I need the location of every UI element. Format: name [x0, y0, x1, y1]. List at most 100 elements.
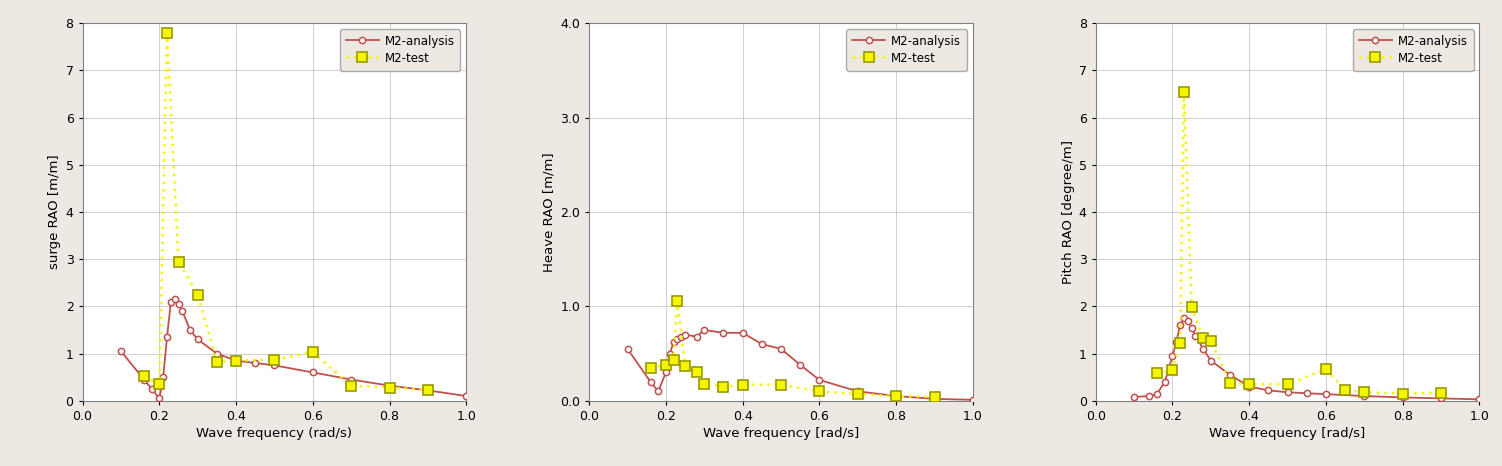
M2-test [419, 387, 437, 393]
M2-analysis [688, 334, 706, 339]
M2-test [1394, 391, 1412, 397]
M2-test [189, 292, 207, 297]
M2-analysis [1194, 346, 1212, 352]
M2-test [1164, 367, 1182, 373]
M2-test [150, 382, 168, 387]
M2-analysis [1175, 315, 1193, 321]
M2-analysis [656, 370, 674, 375]
M2-test [266, 357, 284, 363]
M2-analysis [303, 370, 321, 375]
M2-analysis [1278, 390, 1296, 395]
M2-test [303, 350, 321, 355]
M2-analysis [1355, 393, 1373, 399]
M2-test [1148, 370, 1166, 376]
M2-analysis [266, 363, 284, 368]
M2-analysis [1179, 318, 1197, 323]
X-axis label: Wave frequency (rad/s): Wave frequency (rad/s) [197, 427, 353, 440]
M2-test [925, 394, 943, 400]
M2-test [772, 382, 790, 388]
M2-analysis [143, 386, 161, 392]
Y-axis label: Pitch RAO [degree/m]: Pitch RAO [degree/m] [1062, 140, 1074, 284]
Y-axis label: surge RAO [m/m]: surge RAO [m/m] [48, 155, 62, 269]
M2-analysis [1259, 388, 1277, 393]
M2-analysis [380, 383, 398, 389]
M2-test [1172, 340, 1190, 346]
M2-analysis [715, 330, 733, 336]
M2-analysis [673, 334, 691, 339]
M2-analysis [1221, 372, 1239, 377]
X-axis label: Wave frequency [rad/s]: Wave frequency [rad/s] [703, 427, 859, 440]
M2-analysis [661, 351, 679, 356]
M2-analysis [1155, 379, 1173, 385]
M2-analysis [753, 341, 771, 347]
M2-test [688, 370, 706, 375]
M2-analysis [1241, 384, 1259, 390]
M2-analysis [113, 349, 131, 354]
Legend: M2-analysis, M2-test: M2-analysis, M2-test [846, 29, 967, 70]
M2-analysis [162, 299, 180, 304]
M2-analysis [1125, 394, 1143, 400]
M2-analysis [1167, 339, 1185, 344]
M2-analysis [207, 351, 225, 356]
M2-test [1182, 305, 1200, 310]
Legend: M2-analysis, M2-test: M2-analysis, M2-test [1353, 29, 1473, 70]
M2-analysis [772, 346, 790, 352]
M2-test [135, 373, 153, 379]
M2-test [170, 259, 188, 264]
M2-test [888, 393, 906, 399]
M2-test [656, 362, 674, 368]
M2-analysis [811, 377, 829, 383]
M2-test [715, 384, 733, 390]
M2-test [158, 30, 176, 35]
M2-test [849, 391, 867, 397]
M2-test [664, 357, 682, 363]
M2-test [380, 385, 398, 391]
M2-analysis [1470, 397, 1488, 402]
M2-test [1355, 390, 1373, 395]
M2-test [668, 298, 686, 303]
M2-test [1241, 382, 1259, 387]
Y-axis label: Heave RAO [m/m]: Heave RAO [m/m] [542, 152, 556, 272]
M2-analysis [457, 393, 475, 399]
M2-analysis [342, 377, 360, 382]
X-axis label: Wave frequency [rad/s]: Wave frequency [rad/s] [1209, 427, 1365, 440]
M2-analysis [165, 296, 183, 302]
M2-analysis [155, 374, 173, 380]
M2-test [207, 359, 225, 365]
M2-test [1194, 336, 1212, 341]
M2-analysis [1182, 325, 1200, 330]
M2-analysis [246, 360, 264, 366]
M2-analysis [668, 336, 686, 342]
Line: M2-analysis: M2-analysis [625, 327, 976, 403]
M2-analysis [964, 397, 982, 403]
M2-analysis [1172, 322, 1190, 328]
Line: M2-test: M2-test [1152, 87, 1446, 398]
M2-test [1431, 390, 1449, 396]
M2-test [1221, 380, 1239, 386]
Line: M2-test: M2-test [140, 28, 433, 395]
M2-test [1337, 388, 1355, 393]
M2-analysis [173, 308, 191, 314]
M2-analysis [150, 396, 168, 401]
M2-test [1175, 89, 1193, 95]
Line: M2-test: M2-test [646, 296, 939, 402]
Legend: M2-analysis, M2-test: M2-analysis, M2-test [339, 29, 461, 70]
M2-analysis [1202, 358, 1220, 363]
M2-test [695, 381, 713, 387]
M2-test [342, 383, 360, 389]
M2-analysis [676, 332, 694, 337]
M2-test [227, 358, 245, 363]
M2-analysis [664, 339, 682, 345]
M2-analysis [189, 336, 207, 342]
M2-analysis [1431, 396, 1449, 401]
M2-analysis [1394, 395, 1412, 400]
Line: M2-analysis: M2-analysis [1131, 315, 1482, 403]
M2-analysis [135, 377, 153, 382]
M2-analysis [1140, 393, 1158, 399]
M2-analysis [792, 362, 810, 368]
M2-analysis [182, 327, 200, 333]
M2-analysis [170, 301, 188, 307]
M2-analysis [1164, 353, 1182, 359]
M2-analysis [1148, 391, 1166, 397]
M2-analysis [733, 330, 751, 336]
